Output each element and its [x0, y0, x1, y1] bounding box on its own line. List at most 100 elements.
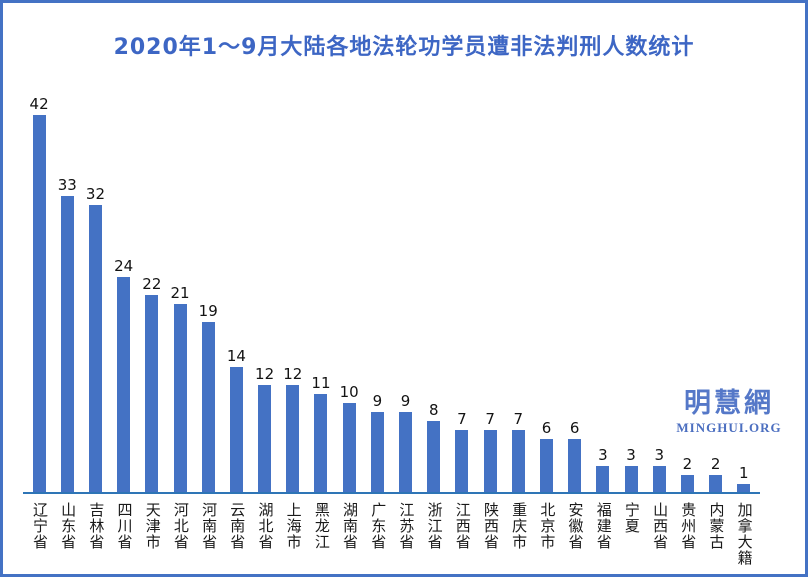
bar-column: 6 [532, 93, 560, 493]
x-axis-label-text: 宁夏 [622, 502, 641, 534]
bar-column: 3 [589, 93, 617, 493]
minghui-watermark: 明慧網 MINGHUI.ORG [663, 389, 795, 436]
bar [737, 484, 751, 493]
bar-value-label: 12 [283, 365, 303, 383]
bar-column: 2 [673, 93, 701, 493]
watermark-logo-text: 明慧網 [684, 388, 774, 419]
x-axis-label-text: 黑龙江 [312, 502, 331, 550]
bar-value-label: 7 [485, 410, 495, 428]
x-axis-label: 天津市 [138, 502, 166, 550]
x-axis-label-text: 安徽省 [566, 502, 585, 550]
bar-column: 19 [194, 93, 222, 493]
bar-value-label: 22 [142, 275, 162, 293]
bar-value-label: 1 [739, 464, 749, 482]
bar [427, 421, 441, 493]
x-axis-label-text: 四川省 [115, 502, 134, 550]
bar-chart: 42 33 32 24 22 21 19 14 12 12 11 10 9 9 8 7 7 7 6 6 3 3 3 2 2 1 [25, 93, 758, 493]
x-axis-label: 山西省 [645, 502, 673, 550]
bar-column: 3 [617, 93, 645, 493]
x-axis-label: 福建省 [589, 502, 617, 550]
bar [624, 466, 638, 493]
x-axis-label-text: 加拿大籍 [735, 502, 754, 566]
x-axis-label-text: 福建省 [594, 502, 613, 550]
x-axis-label-text: 山东省 [59, 502, 78, 550]
x-axis-label-text: 湖南省 [341, 502, 360, 550]
bar-column: 7 [504, 93, 532, 493]
bar [511, 430, 525, 493]
bar-column: 12 [279, 93, 307, 493]
bar-column: 9 [391, 93, 419, 493]
bar [568, 439, 582, 493]
x-axis-label-text: 内蒙古 [707, 502, 726, 550]
bar [201, 322, 215, 493]
bar-column: 22 [138, 93, 166, 493]
bar-value-label: 6 [569, 419, 580, 437]
x-axis-label-text: 天津市 [143, 502, 162, 550]
x-axis-label-text: 河南省 [200, 502, 219, 550]
bar [680, 475, 694, 493]
bar-value-label: 6 [541, 419, 552, 437]
bar-value-label: 10 [339, 383, 359, 401]
bar [370, 412, 384, 493]
bar [173, 304, 187, 493]
bar [88, 205, 102, 493]
bar [117, 277, 131, 493]
x-axis-label: 北京市 [532, 502, 560, 550]
bar-column: 2 [702, 93, 730, 493]
bar [709, 475, 723, 493]
x-axis-label-text: 浙江省 [425, 502, 444, 550]
bar [258, 385, 272, 493]
bar-column: 33 [53, 93, 81, 493]
bar-value-label: 11 [311, 374, 331, 392]
bar [483, 430, 497, 493]
x-axis-label: 河南省 [194, 502, 222, 550]
bar [60, 196, 74, 493]
x-axis-label-text: 山西省 [651, 502, 670, 550]
x-axis-label: 湖北省 [251, 502, 279, 550]
x-axis-label-text: 吉林省 [87, 502, 106, 550]
bar-column: 21 [166, 93, 194, 493]
bar [145, 295, 159, 493]
x-axis-label: 山东省 [53, 502, 81, 550]
bar-value-label: 9 [400, 392, 411, 410]
bar-value-label: 2 [710, 455, 721, 473]
bar-value-label: 21 [170, 284, 190, 302]
x-axis-label-text: 上海市 [284, 502, 303, 550]
bar-column: 32 [81, 93, 109, 493]
bar-column: 8 [420, 93, 448, 493]
bar [314, 394, 328, 493]
x-axis-label: 贵州省 [673, 502, 701, 550]
bar [229, 367, 243, 493]
x-axis-label: 广东省 [363, 502, 391, 550]
x-axis-label-text: 贵州省 [679, 502, 698, 550]
bar-value-label: 32 [85, 185, 106, 203]
bar-value-label: 7 [457, 410, 467, 428]
x-axis-label: 上海市 [279, 502, 307, 550]
bar [596, 466, 610, 493]
x-axis-label: 陕西省 [476, 502, 504, 550]
x-axis-labels: 辽宁省 山东省 吉林省 四川省 天津市 河北省 河南省 云南省 湖北省 上海市 黑龙江 湖南省 广东省江… [25, 502, 758, 566]
x-axis-label: 宁夏 [617, 502, 645, 534]
x-axis-label-text: 江西省 [453, 502, 472, 550]
bar-value-label: 42 [29, 95, 49, 113]
x-axis-label-text: 北京市 [538, 502, 557, 550]
bar-column: 42 [25, 93, 53, 493]
watermark-url-text: MINGHUI.ORG [676, 419, 782, 435]
x-axis-label: 河北省 [166, 502, 194, 550]
bar [32, 115, 46, 493]
bar-column: 12 [251, 93, 279, 493]
bar-column: 11 [307, 93, 335, 493]
bar-value-label: 3 [626, 446, 636, 464]
x-axis-label: 湖南省 [335, 502, 363, 550]
bar-column: 1 [730, 93, 758, 493]
bar [399, 412, 413, 493]
bar-value-label: 24 [114, 257, 134, 275]
x-axis-label-text: 重庆市 [510, 502, 529, 550]
chart-title: 2020年1～9月大陆各地法轮功学员遭非法判刑人数统计 [113, 35, 695, 60]
x-axis-label: 吉林省 [81, 502, 109, 550]
x-axis-label-text: 陕西省 [481, 502, 500, 550]
x-axis-label-text: 广东省 [369, 502, 388, 550]
bar [652, 466, 666, 493]
x-axis-label-text: 辽宁省 [30, 502, 49, 550]
x-axis-label: 黑龙江 [307, 502, 335, 550]
